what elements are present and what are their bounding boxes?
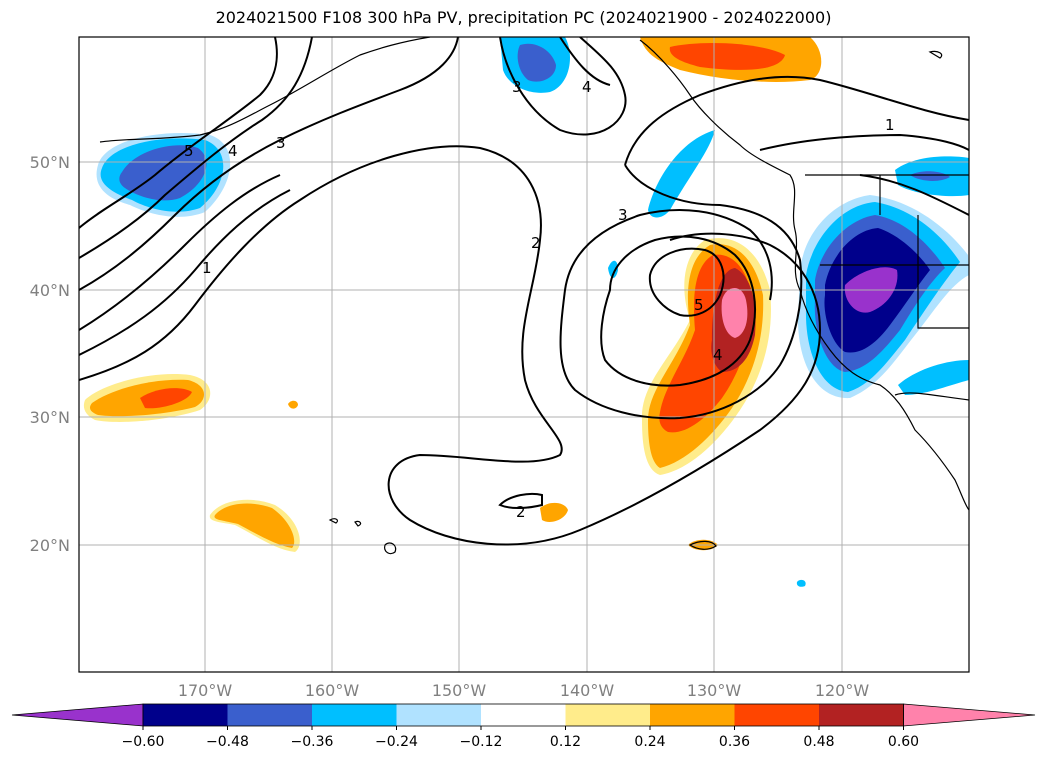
contour-label: 5 (694, 296, 704, 314)
colorbar-tick-label: −0.36 (291, 734, 334, 750)
colorbar: −0.60 −0.48 −0.36 −0.24 −0.12 0.12 0.24 0.36 0.4… (11, 703, 1036, 750)
colorbar-tick-label: 0.36 (719, 734, 750, 750)
contour-label: 3 (512, 78, 522, 96)
plot-area: 5 4 3 1 2 3 4 3 4 5 2 1 (79, 37, 969, 672)
contour-label: 1 (202, 259, 212, 277)
colorbar-tick-label: −0.12 (460, 734, 503, 750)
lat-label: 40°N (30, 281, 70, 300)
colorbar-segment (227, 704, 312, 726)
contour-label: 3 (618, 206, 628, 224)
colorbar-tick-label: 0.24 (634, 734, 665, 750)
colorbar-segment (143, 704, 228, 726)
map-title: 2024021500 F108 300 hPa PV, precipitatio… (215, 8, 832, 27)
colorbar-segment (312, 704, 397, 726)
gridlines (79, 37, 969, 672)
contour-label: 2 (516, 503, 526, 521)
contour-label: 1 (885, 116, 895, 134)
pv-contours (79, 37, 969, 546)
lon-label: 120°W (815, 681, 870, 700)
lon-label: 130°W (687, 681, 742, 700)
colorbar-tick-label: 0.12 (550, 734, 581, 750)
colorbar-segment (481, 704, 566, 726)
lat-label: 50°N (30, 153, 70, 172)
colorbar-segment (650, 704, 735, 726)
coastlines (99, 37, 969, 555)
colorbar-segment (734, 704, 819, 726)
contour-label: 5 (184, 142, 194, 160)
colorbar-tick-label: 0.60 (888, 734, 919, 750)
plot-border (78, 36, 970, 673)
positive-anomaly-fill (83, 37, 822, 552)
lat-label: 30°N (30, 408, 70, 427)
colorbar-segment (396, 704, 481, 726)
colorbar-tick-label: −0.60 (122, 734, 165, 750)
colorbar-segment (565, 704, 650, 726)
lat-label: 20°N (30, 536, 70, 555)
longitude-labels: 170°W 160°W 150°W 140°W 130°W 120°W (178, 681, 870, 700)
contour-label: 4 (713, 346, 723, 364)
colorbar-extension-high (903, 703, 1036, 727)
colorbar-tick-label: −0.48 (206, 734, 249, 750)
contour-label: 4 (228, 142, 238, 160)
colorbar-outline (142, 703, 904, 727)
lon-label: 160°W (305, 681, 360, 700)
lon-label: 170°W (178, 681, 233, 700)
latitude-labels: 50°N 40°N 30°N 20°N (30, 153, 70, 555)
contour-label: 4 (582, 78, 592, 96)
lon-label: 150°W (432, 681, 487, 700)
colorbar-extension-low (11, 703, 144, 727)
contour-label: 3 (276, 134, 286, 152)
colorbar-segment (819, 704, 904, 726)
lon-label: 140°W (560, 681, 615, 700)
colorbar-tick-label: −0.24 (375, 734, 418, 750)
contour-labels: 5 4 3 1 2 3 4 3 4 5 2 1 (184, 78, 895, 521)
colorbar-tick-label: 0.48 (803, 734, 834, 750)
contour-label: 2 (531, 234, 541, 252)
